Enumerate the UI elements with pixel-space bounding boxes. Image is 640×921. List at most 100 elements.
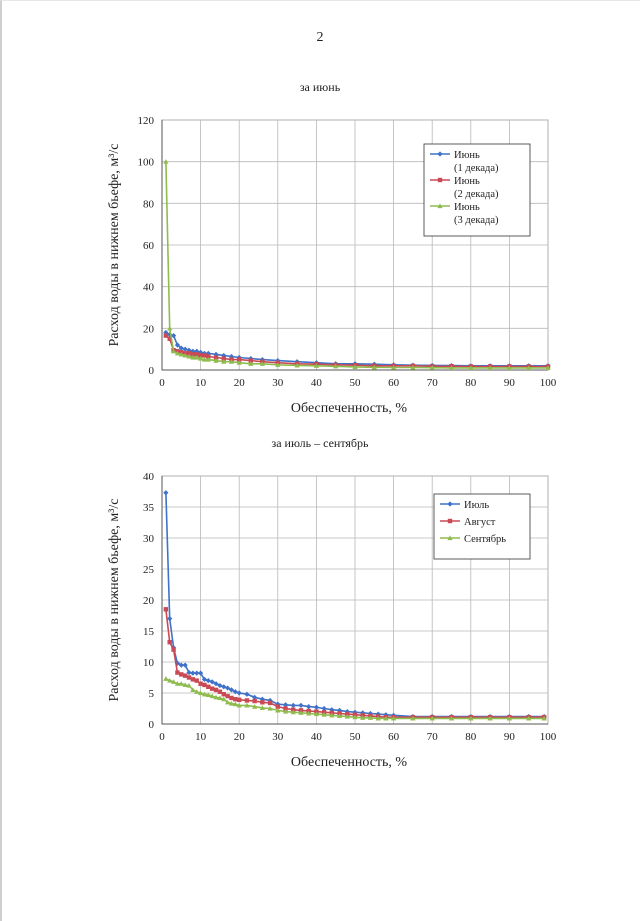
legend-marker	[447, 518, 453, 524]
data-point	[375, 715, 381, 721]
x-tick-label: 50	[350, 377, 362, 389]
y-axis-title: Расход воды в нижнем бьефе, м³/с	[107, 498, 122, 701]
data-point	[371, 364, 377, 370]
data-point	[360, 710, 366, 716]
data-point	[202, 682, 207, 688]
data-point	[313, 363, 319, 368]
data-point	[205, 692, 211, 697]
data-point	[178, 345, 184, 351]
data-point	[391, 364, 397, 370]
data-point	[313, 711, 319, 717]
data-point	[190, 677, 196, 682]
data-point	[259, 705, 265, 710]
data-point	[198, 681, 203, 686]
y-axis-title: Расход воды в нижнем бьефе, м³/с	[107, 143, 122, 346]
y-tick-label: 10	[143, 657, 155, 669]
july-september-flow-duration-chart: 0 10 20 30 40 50 60 70 80 90 100 0 5 10 15 20 25 30 35 40 Об…	[107, 471, 557, 770]
data-point	[248, 361, 254, 366]
data-point	[221, 684, 227, 690]
data-point	[236, 360, 242, 365]
data-point	[163, 333, 169, 338]
data-point	[170, 679, 177, 684]
data-point	[244, 702, 250, 708]
data-point	[217, 689, 223, 694]
y-tick-label: 25	[143, 564, 155, 576]
data-point	[252, 704, 258, 709]
data-point	[267, 705, 273, 711]
data-point	[225, 693, 230, 699]
data-point	[201, 676, 208, 682]
legend-box	[423, 143, 531, 237]
data-point	[186, 675, 192, 680]
legend-label: Июнь	[454, 202, 480, 213]
y-tick-label: 20	[143, 323, 155, 335]
data-point	[448, 715, 455, 721]
legend: Июнь (1 декада) Июнь (2 декада) Июнь (3 декад…	[423, 143, 531, 237]
data-point	[174, 342, 181, 348]
data-point	[194, 352, 199, 357]
data-point	[198, 355, 204, 361]
data-point	[179, 672, 184, 677]
data-point	[252, 698, 257, 704]
data-point	[201, 691, 208, 697]
data-point	[244, 698, 250, 703]
data-point	[213, 355, 219, 360]
data-point	[298, 710, 304, 715]
chart-2-caption: за июль – сентябрь	[271, 436, 369, 450]
legend-label: (3 декада)	[454, 215, 499, 226]
y-tick-label: 60	[143, 240, 155, 252]
data-point	[367, 715, 374, 720]
data-point	[236, 697, 242, 703]
data-point	[217, 682, 223, 689]
y-tick-label: 40	[143, 282, 155, 294]
data-point	[170, 333, 177, 339]
data-point	[163, 676, 169, 681]
data-point	[170, 348, 177, 354]
series-3	[163, 159, 551, 370]
y-tick-label: 20	[143, 595, 155, 607]
x-tick-label: 80	[465, 731, 477, 743]
data-point	[329, 712, 335, 718]
data-point	[228, 359, 235, 364]
data-point	[178, 681, 184, 686]
data-point	[174, 681, 181, 686]
data-point	[167, 325, 173, 331]
data-point	[228, 700, 235, 706]
data-point	[448, 365, 455, 370]
data-point	[194, 354, 200, 360]
x-tick-label: 50	[350, 731, 362, 743]
data-point	[221, 696, 227, 702]
legend-marker	[437, 177, 443, 183]
chart-1-caption: за июнь	[299, 80, 341, 94]
x-tick-label: 40	[311, 377, 323, 389]
data-point	[198, 690, 204, 696]
y-tick-label: 40	[143, 471, 155, 483]
data-point	[506, 715, 512, 721]
data-point	[344, 713, 350, 719]
data-point	[232, 689, 238, 695]
data-point	[275, 704, 281, 709]
legend-marker	[447, 501, 453, 507]
data-point	[283, 706, 288, 711]
data-point	[487, 715, 493, 721]
data-point	[167, 639, 172, 645]
data-point	[506, 365, 512, 370]
data-point	[186, 353, 192, 359]
legend: Июль Август Сентябрь	[433, 493, 531, 560]
x-tick-label: 10	[195, 731, 207, 743]
x-tick-label: 70	[427, 731, 439, 743]
x-tick-label: 30	[272, 377, 284, 389]
data-point	[321, 705, 327, 712]
data-point	[298, 702, 304, 708]
data-point	[294, 362, 300, 368]
x-tick-label: 40	[311, 731, 323, 743]
data-point	[206, 684, 211, 690]
legend-label: (2 декада)	[454, 189, 499, 200]
data-point	[209, 693, 215, 699]
data-point	[306, 710, 312, 716]
data-point	[205, 356, 211, 362]
legend-label: Август	[464, 517, 496, 528]
data-point	[290, 709, 296, 715]
data-point	[194, 689, 200, 694]
legend-marker	[437, 151, 443, 157]
